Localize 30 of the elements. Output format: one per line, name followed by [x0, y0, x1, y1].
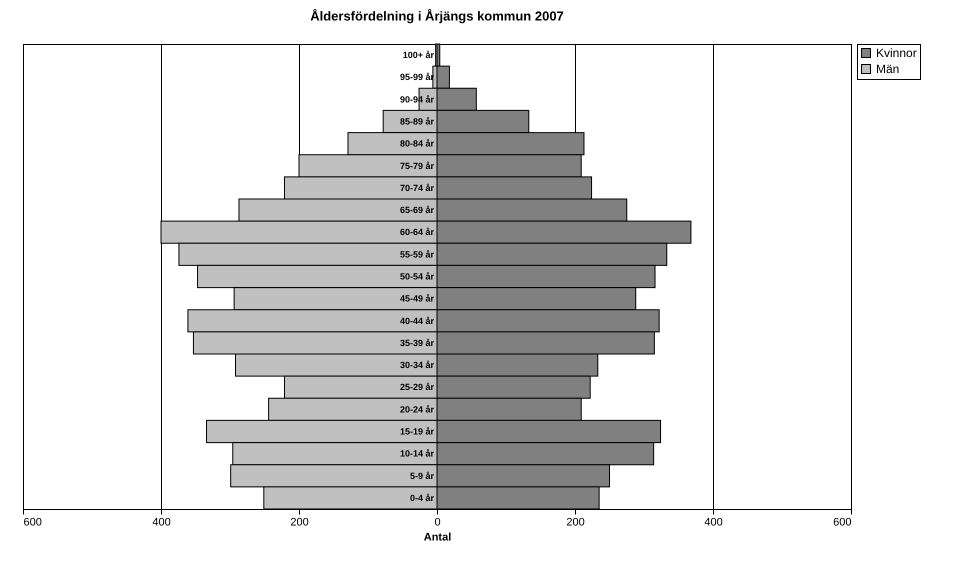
x-tick-label: 400	[152, 516, 171, 528]
legend-label: Män	[876, 62, 900, 76]
chart-title: Åldersfördelning i Årjängs kommun 2007	[310, 8, 564, 24]
y-tick-label: 50-54 år	[400, 272, 434, 282]
y-tick-label: 20-24 år	[400, 404, 434, 414]
x-tick-label: 0	[434, 516, 441, 528]
y-tick-label: 30-34 år	[400, 360, 434, 370]
y-tick-label: 75-79 år	[400, 160, 434, 171]
y-tick-label: 5-9 år	[410, 470, 434, 481]
y-tick-label: 70-74 år	[400, 182, 434, 193]
y-tick-label: 55-59 år	[400, 249, 434, 260]
y-tick-label: 85-89 år	[400, 116, 434, 126]
y-tick-label: 45-49 år	[400, 294, 434, 304]
y-tick-label: 25-29 år	[400, 382, 434, 392]
x-tick-label: 600	[833, 516, 852, 528]
y-tick-label: 35-39 år	[400, 338, 434, 348]
y-tick-label: 60-64 år	[400, 227, 434, 238]
y-tick-label: 80-84 år	[400, 138, 434, 149]
x-tick-label: 200	[566, 516, 585, 528]
x-axis-title: Antal	[424, 532, 452, 544]
y-tick-label: 0-4 år	[410, 492, 434, 503]
x-tick-label: 400	[704, 516, 723, 528]
legend-label: Kvinnor	[876, 46, 917, 60]
y-tick-label: 40-44 år	[400, 316, 434, 326]
y-tick-label: 65-69 år	[400, 205, 434, 216]
y-tick-label: 15-19 år	[400, 426, 434, 436]
y-tick-label: 10-14 år	[400, 448, 434, 459]
x-tick-label: 600	[24, 516, 42, 528]
y-tick-label: 100+ år	[402, 50, 434, 60]
x-tick-label: 200	[290, 516, 309, 528]
